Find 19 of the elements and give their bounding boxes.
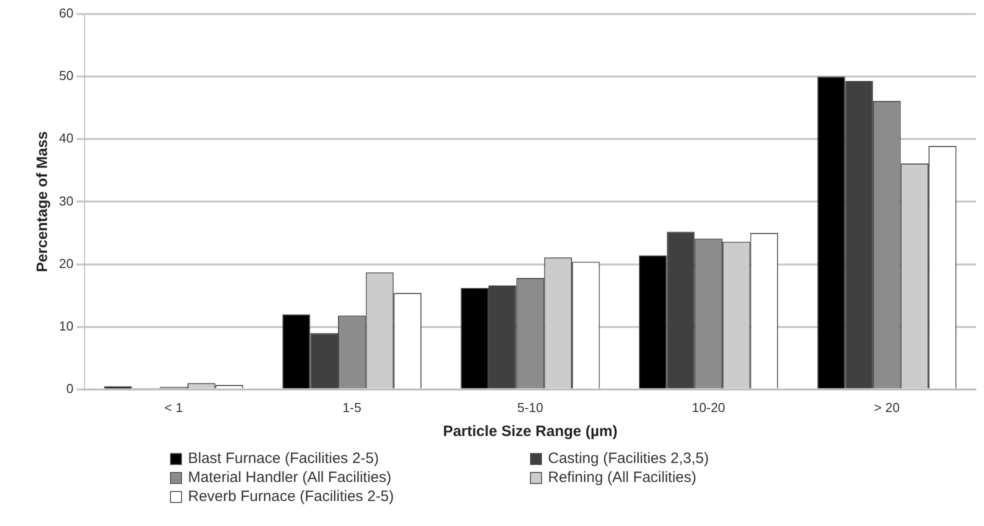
x-tick-label: 1-5 [342, 400, 362, 415]
y-tick-label: 50 [58, 68, 74, 84]
legend-label: Refining (All Facilities) [548, 469, 696, 486]
x-tick-label: < 1 [164, 400, 183, 415]
y-tick-label: 0 [66, 380, 74, 396]
y-tick-label: 10 [58, 318, 74, 334]
legend-label: Material Handler (All Facilities) [188, 469, 392, 486]
x-tick-label: 10-20 [692, 400, 726, 415]
legend-label: Blast Furnace (Facilities 2-5) [188, 450, 379, 467]
x-tick-label: > 20 [874, 400, 900, 415]
y-tick-label: 40 [58, 130, 74, 146]
y-tick-label: 20 [58, 256, 74, 271]
y-tick-label: 30 [58, 193, 74, 208]
y-axis-title: Percentage of Mass [34, 131, 52, 272]
legend-label: Reverb Furnace (Facilities 2-5) [188, 488, 394, 505]
legend-label: Casting (Facilities 2,3,5) [548, 450, 709, 467]
x-tick-label: 5-10 [517, 400, 544, 415]
x-axis-title: Particle Size Range (µm) [442, 423, 618, 440]
y-tick-label: 60 [58, 6, 74, 21]
